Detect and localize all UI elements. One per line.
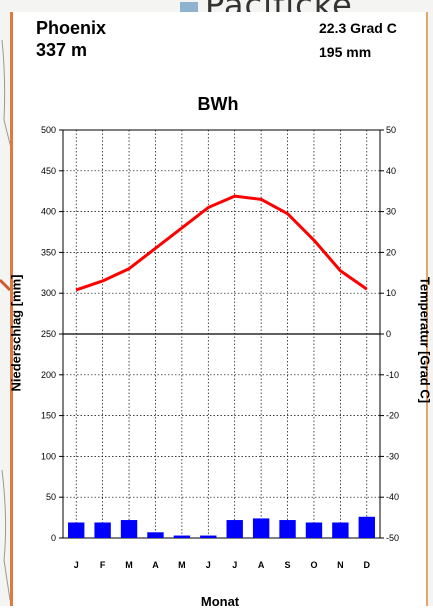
y-left-tick-label: 500: [41, 125, 56, 135]
y-left-tick-label: 350: [41, 247, 56, 257]
x-tick-label: O: [310, 560, 317, 570]
y-right-tick-label: 50: [386, 125, 396, 135]
precipitation-bar: [200, 535, 217, 538]
temperature-point: [128, 268, 130, 270]
temperature-point: [181, 227, 183, 229]
y-left-tick-label: 300: [41, 288, 56, 298]
temperature-point: [75, 289, 77, 291]
y-left-tick-label: 50: [46, 492, 56, 502]
y-left-tick-label: 100: [41, 451, 56, 461]
y-left-tick-label: 450: [41, 166, 56, 176]
x-axis-label: Monat: [200, 594, 240, 609]
annual-precipitation: 195 mm: [319, 44, 372, 60]
temperature-point: [339, 270, 341, 272]
station-altitude: 337 m: [36, 40, 88, 60]
precipitation-bar: [173, 535, 191, 538]
station-name: Phoenix: [36, 18, 107, 38]
y-left-tick-label: 150: [41, 411, 56, 421]
temperature-point: [366, 288, 368, 290]
precipitation-bar: [305, 522, 323, 538]
precipitation-bar: [147, 532, 164, 538]
precipitation-bar: [120, 520, 138, 538]
x-tick-label: D: [364, 560, 371, 570]
x-tick-label: J: [232, 560, 237, 570]
y-left-tick-label: 0: [51, 533, 56, 543]
y-left-tick-label: 400: [41, 207, 56, 217]
x-tick-label: M: [178, 560, 186, 570]
annual-temperature: 22.3 Grad C: [319, 20, 397, 36]
precipitation-bar: [68, 522, 85, 538]
y-right-tick-label: -10: [386, 370, 399, 380]
x-tick-label: M: [125, 560, 133, 570]
precipitation-bar: [358, 516, 375, 538]
x-tick-label: A: [152, 560, 159, 570]
temperature-point: [287, 213, 289, 215]
precipitation-bar: [94, 522, 111, 538]
y-right-tick-label: -30: [386, 451, 399, 461]
y-right-tick-label: 40: [386, 166, 396, 176]
y-right-tick-label: -40: [386, 492, 399, 502]
y-left-tick-label: 200: [41, 370, 56, 380]
x-tick-label: N: [337, 560, 344, 570]
temperature-point: [260, 198, 262, 200]
x-tick-label: S: [285, 560, 291, 570]
x-tick-label: F: [100, 560, 106, 570]
precipitation-bar: [332, 522, 349, 538]
x-tick-label: J: [74, 560, 79, 570]
temperature-point: [313, 239, 315, 241]
y-right-tick-label: 0: [386, 329, 391, 339]
y-right-tick-label: -20: [386, 411, 399, 421]
precipitation-bar: [226, 520, 243, 538]
y-right-tick-label: 20: [386, 247, 396, 257]
y-right-tick-label: 30: [386, 207, 396, 217]
y-left-tick-label: 250: [41, 329, 56, 339]
temperature-point: [207, 207, 209, 209]
x-tick-label: A: [258, 560, 265, 570]
temperature-line: [75, 194, 368, 292]
chart-title: BWh: [197, 94, 239, 114]
precipitation-bar: [252, 518, 270, 538]
chart-card: [10, 12, 428, 606]
temperature-point: [234, 195, 236, 197]
y-right-tick-label: 10: [386, 288, 396, 298]
temperature-point: [102, 280, 104, 282]
x-tick-label: J: [206, 560, 211, 570]
y-right-tick-label: -50: [386, 533, 399, 543]
temperature-point: [154, 247, 156, 249]
precipitation-bar: [279, 520, 296, 538]
